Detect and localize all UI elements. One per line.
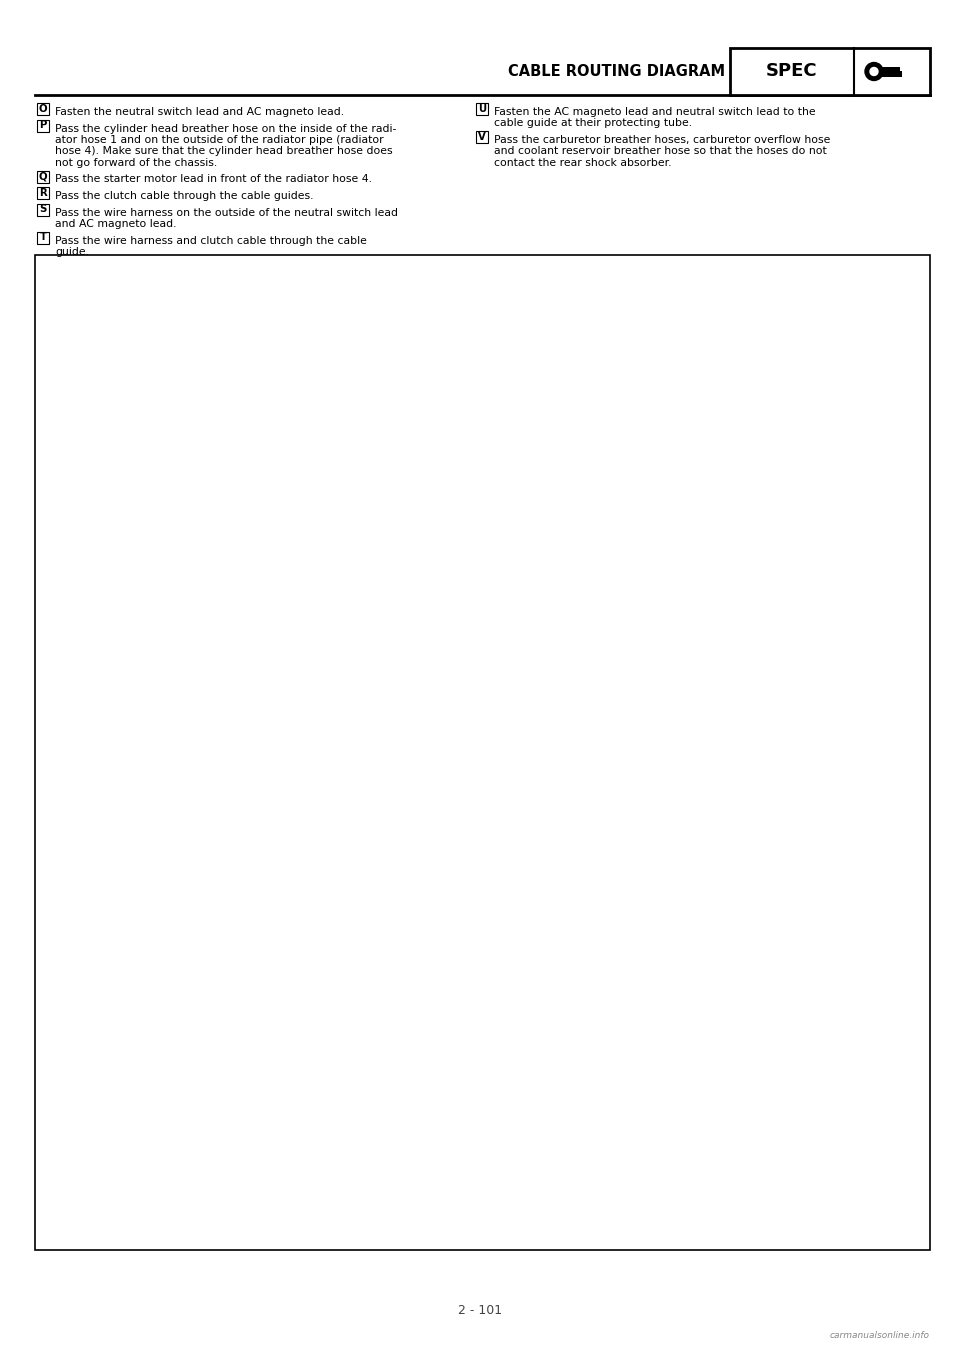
Text: and coolant reservoir breather hose so that the hoses do not: and coolant reservoir breather hose so t… xyxy=(494,147,827,156)
Text: Pass the carburetor breather hoses, carburetor overflow hose: Pass the carburetor breather hoses, carb… xyxy=(494,134,830,145)
Circle shape xyxy=(865,62,883,80)
Bar xyxy=(37,187,49,200)
Text: ator hose 1 and on the outside of the radiator pipe (radiator: ator hose 1 and on the outside of the ra… xyxy=(55,134,384,145)
Text: 2 - 101: 2 - 101 xyxy=(458,1304,502,1316)
Bar xyxy=(476,130,488,143)
Bar xyxy=(37,120,49,132)
Text: Fasten the neutral switch lead and AC magneto lead.: Fasten the neutral switch lead and AC ma… xyxy=(55,107,344,117)
Text: cable guide at their protecting tube.: cable guide at their protecting tube. xyxy=(494,118,692,129)
Bar xyxy=(476,103,488,115)
Bar xyxy=(35,255,930,1249)
Text: and AC magneto lead.: and AC magneto lead. xyxy=(55,219,177,230)
Text: SPEC: SPEC xyxy=(766,62,818,80)
Bar xyxy=(37,204,49,216)
Bar xyxy=(900,67,906,71)
Text: Pass the clutch cable through the cable guides.: Pass the clutch cable through the cable … xyxy=(55,191,314,201)
Text: V: V xyxy=(478,132,486,143)
Bar xyxy=(37,171,49,182)
Text: carmanualsonline.info: carmanualsonline.info xyxy=(830,1331,930,1340)
Text: CABLE ROUTING DIAGRAM: CABLE ROUTING DIAGRAM xyxy=(508,64,725,80)
Text: Pass the wire harness on the outside of the neutral switch lead: Pass the wire harness on the outside of … xyxy=(55,208,398,217)
Text: not go forward of the chassis.: not go forward of the chassis. xyxy=(55,158,217,168)
Bar xyxy=(37,231,49,243)
Text: contact the rear shock absorber.: contact the rear shock absorber. xyxy=(494,158,671,168)
Text: Pass the cylinder head breather hose on the inside of the radi-: Pass the cylinder head breather hose on … xyxy=(55,124,396,133)
Text: P: P xyxy=(39,121,47,130)
Text: guide.: guide. xyxy=(55,247,89,257)
Bar xyxy=(730,48,930,95)
Text: Pass the wire harness and clutch cable through the cable: Pass the wire harness and clutch cable t… xyxy=(55,235,367,246)
Text: R: R xyxy=(39,187,47,198)
Text: Pass the starter motor lead in front of the radiator hose 4.: Pass the starter motor lead in front of … xyxy=(55,174,372,185)
Bar xyxy=(37,103,49,115)
Text: O: O xyxy=(38,105,47,114)
Circle shape xyxy=(870,68,878,76)
Bar xyxy=(874,67,902,76)
Text: T: T xyxy=(39,232,46,243)
Text: S: S xyxy=(39,205,47,215)
Text: Q: Q xyxy=(38,171,47,182)
Text: U: U xyxy=(478,105,486,114)
Text: Fasten the AC magneto lead and neutral switch lead to the: Fasten the AC magneto lead and neutral s… xyxy=(494,107,816,117)
Text: hose 4). Make sure that the cylinder head breather hose does: hose 4). Make sure that the cylinder hea… xyxy=(55,147,393,156)
